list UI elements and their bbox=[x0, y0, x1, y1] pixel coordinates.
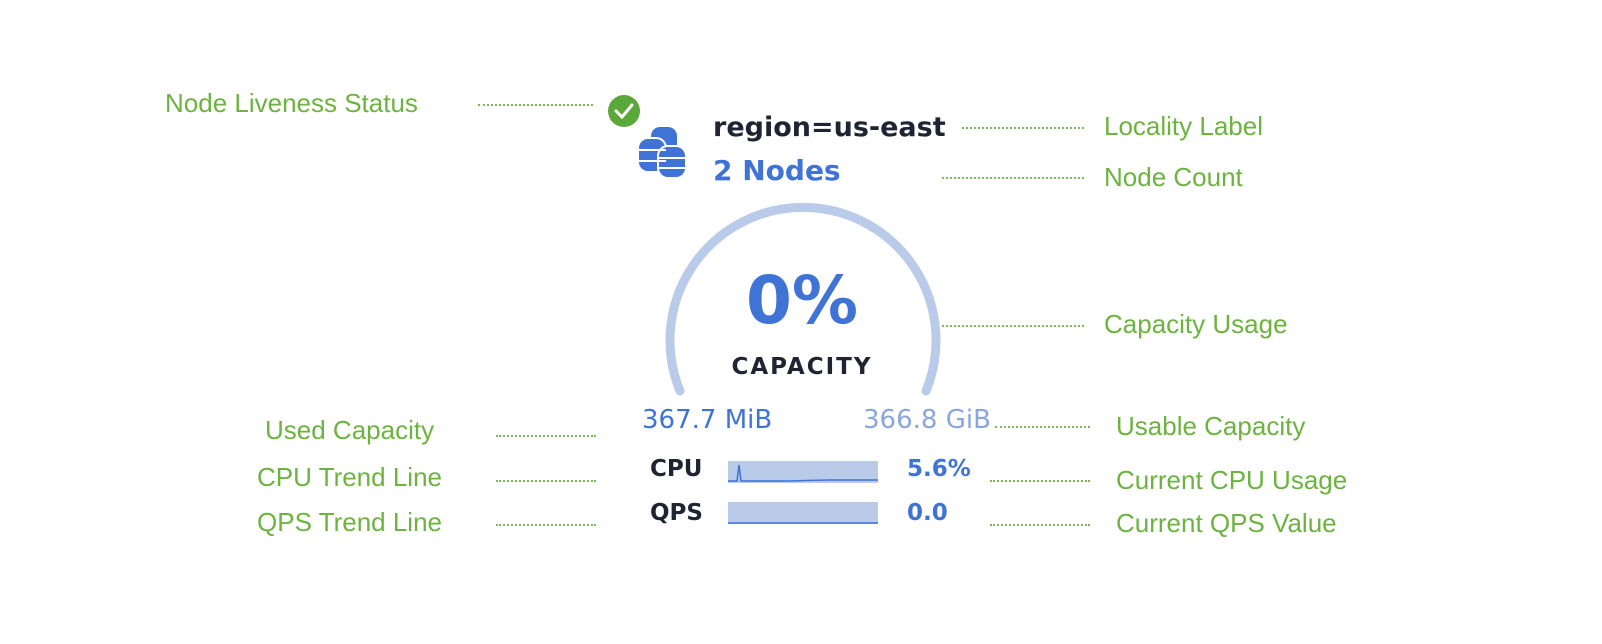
leader-line bbox=[942, 325, 1084, 327]
capacity-percent: 0% bbox=[745, 262, 859, 339]
leader-line bbox=[496, 480, 596, 482]
callout-node-count: Node Count bbox=[1104, 162, 1243, 192]
callout-cpu-trend: CPU Trend Line bbox=[257, 462, 442, 492]
qps-value: 0.0 bbox=[907, 500, 948, 526]
leader-line bbox=[962, 127, 1084, 129]
capacity-label: CAPACITY bbox=[731, 354, 873, 380]
leader-line bbox=[995, 426, 1090, 428]
leader-line bbox=[990, 480, 1090, 482]
used-capacity: 367.7 MiB bbox=[642, 405, 773, 435]
callout-liveness: Node Liveness Status bbox=[165, 88, 418, 118]
callout-qps-trend: QPS Trend Line bbox=[257, 507, 442, 537]
callout-capacity-usage: Capacity Usage bbox=[1104, 309, 1288, 339]
callout-locality: Locality Label bbox=[1104, 111, 1263, 141]
node-count[interactable]: 2 Nodes bbox=[713, 154, 841, 187]
qps-label: QPS bbox=[650, 500, 703, 526]
leader-line bbox=[478, 104, 593, 106]
cpu-sparkline[interactable] bbox=[728, 461, 878, 483]
usable-capacity: 366.8 GiB bbox=[863, 405, 991, 435]
cpu-label: CPU bbox=[650, 456, 703, 482]
leader-line bbox=[942, 177, 1084, 179]
leader-line bbox=[990, 524, 1090, 526]
callout-current-cpu: Current CPU Usage bbox=[1116, 465, 1348, 495]
database-icon bbox=[637, 125, 687, 179]
callout-current-qps: Current QPS Value bbox=[1116, 508, 1337, 538]
capacity-gauge-arc bbox=[665, 202, 941, 396]
check-circle-icon bbox=[608, 95, 640, 127]
locality-label: region=us-east bbox=[713, 112, 946, 143]
leader-line bbox=[496, 524, 596, 526]
cpu-value: 5.6% bbox=[907, 456, 971, 482]
qps-sparkline[interactable] bbox=[728, 502, 878, 524]
callout-used-capacity: Used Capacity bbox=[265, 415, 435, 445]
leader-line bbox=[496, 435, 596, 437]
callout-usable-capacity: Usable Capacity bbox=[1116, 411, 1306, 441]
